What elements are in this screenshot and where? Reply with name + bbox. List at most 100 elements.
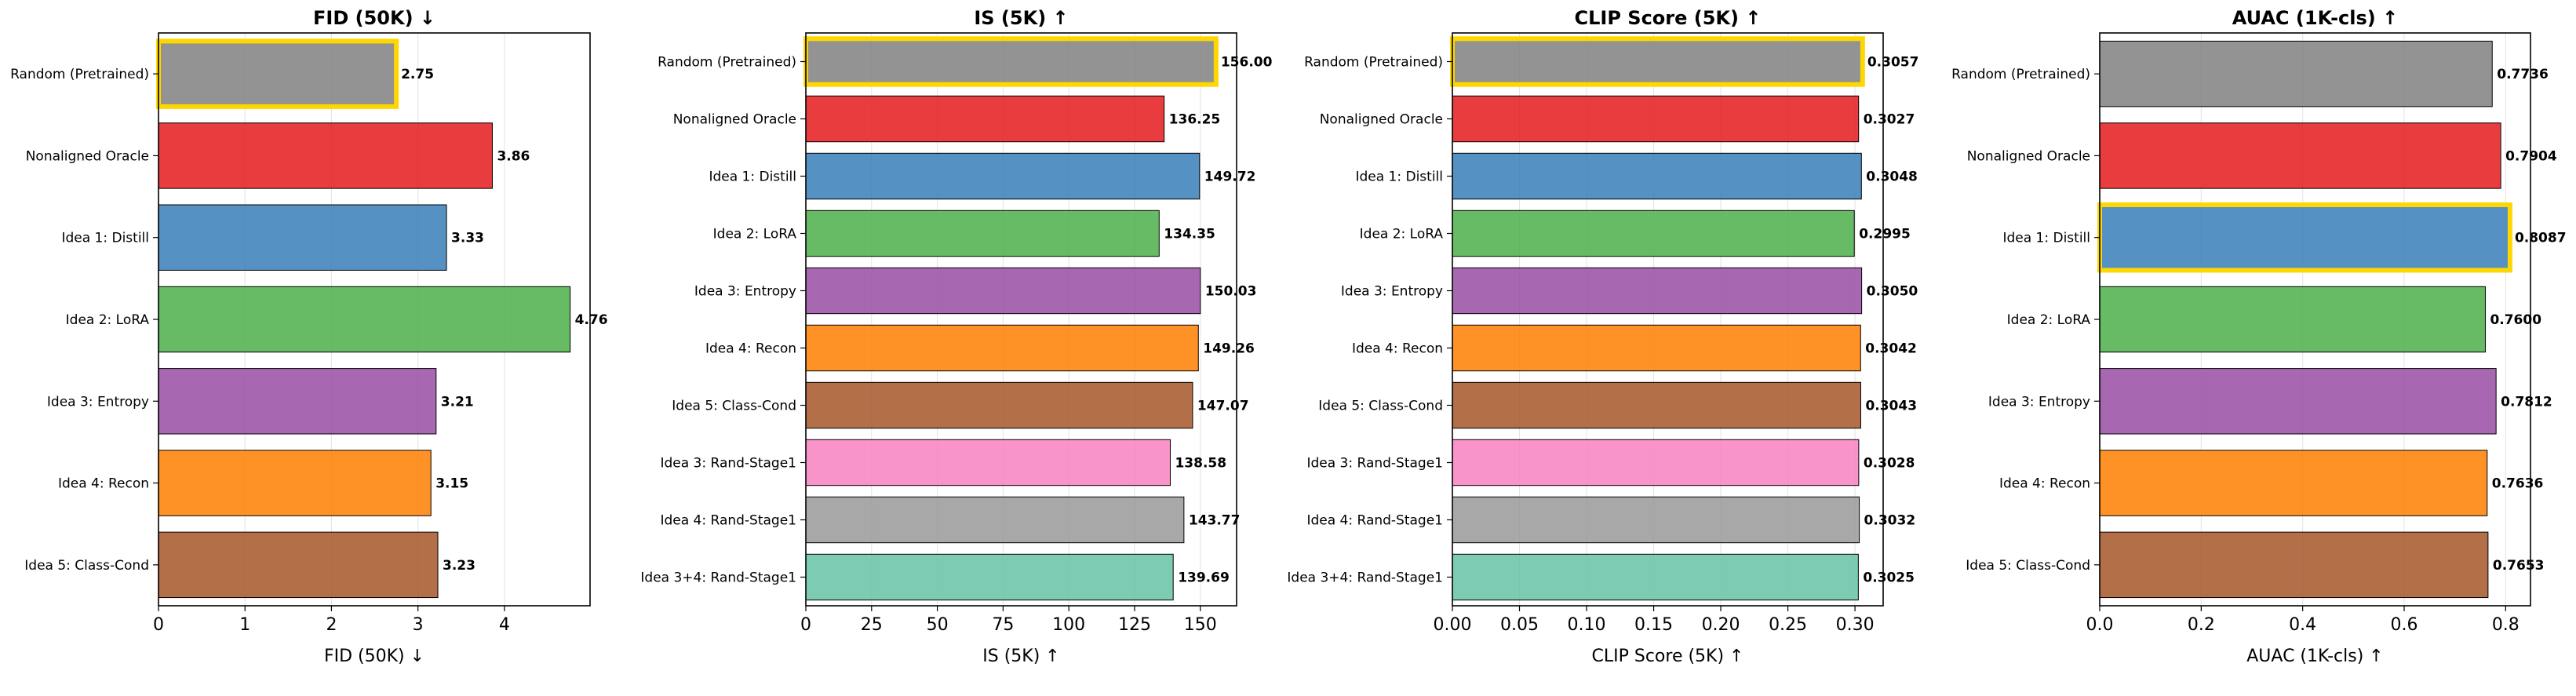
panel2-value-label-8: 143.77 — [1189, 513, 1241, 529]
panel3-xtick-label-5: 0.25 — [1769, 615, 1807, 635]
panel2-value-label-3: 134.35 — [1164, 227, 1215, 242]
panel2-bar-8 — [805, 496, 1185, 544]
panel2-xtick-label-5: 125 — [1118, 615, 1151, 635]
panel3-value-label-8: 0.3032 — [1864, 513, 1916, 529]
panel1-value-label-1: 3.86 — [497, 148, 530, 164]
panel3-bar-4 — [1452, 267, 1863, 315]
panel2-frame — [805, 32, 1237, 607]
panel3-value-label-9: 0.3025 — [1863, 570, 1915, 586]
panel3-xtick-label-4: 0.20 — [1702, 615, 1740, 635]
panel3-bar-2 — [1452, 152, 1862, 200]
panel3-frame — [1452, 32, 1884, 607]
panel1-xtick-label-3: 3 — [413, 615, 424, 635]
panel2-bar-9 — [805, 553, 1174, 601]
panel4-frame — [2099, 32, 2531, 607]
panel2-group: 156.00 Random (Pretrained) 136.25 Nonaligne… — [640, 7, 1272, 666]
panel2-xtick-label-1: 25 — [861, 615, 883, 635]
panel3-bar-6 — [1452, 381, 1861, 429]
panel4-category-label-4: Idea 3: Entropy — [1988, 394, 2090, 410]
panel4-bar-3 — [2099, 286, 2486, 353]
panel1-category-label-1: Nonaligned Oracle — [26, 148, 149, 164]
panel4-bar-1 — [2099, 122, 2501, 189]
panel4-category-label-3: Idea 2: LoRA — [2007, 312, 2091, 328]
panel3-value-label-7: 0.3028 — [1864, 456, 1915, 472]
panel3-bar-9 — [1452, 553, 1859, 601]
panel2-value-label-1: 136.25 — [1169, 112, 1221, 128]
panel3-bar-7 — [1452, 439, 1860, 486]
panel2-value-label-5: 149.26 — [1203, 341, 1255, 357]
panel2-category-label-9: Idea 3+4: Rand-Stage1 — [640, 570, 796, 586]
panel1-value-label-3: 4.76 — [575, 312, 608, 328]
panel3-category-label-9: Idea 3+4: Rand-Stage1 — [1287, 570, 1443, 586]
panel3-xtick-label-3: 0.15 — [1634, 615, 1673, 635]
panel3-value-label-3: 0.2995 — [1859, 227, 1911, 242]
panel2-xtick-label-3: 75 — [992, 615, 1014, 635]
panel1-category-label-3: Idea 2: LoRA — [66, 312, 150, 328]
panel2-xtick-label-6: 150 — [1184, 615, 1217, 635]
panel2-value-label-9: 139.69 — [1178, 570, 1230, 586]
panel2-category-label-7: Idea 3: Rand-Stage1 — [660, 456, 796, 472]
panel3-category-label-7: Idea 3: Rand-Stage1 — [1306, 456, 1443, 472]
panel2-category-label-0: Random (Pretrained) — [658, 55, 796, 71]
panel4-category-label-6: Idea 5: Class-Cond — [1966, 558, 2090, 574]
panel1-frame — [158, 32, 591, 607]
panel1-category-label-0: Random (Pretrained) — [10, 67, 149, 82]
panel1-bar-0 — [156, 38, 399, 109]
panel1-xlabel: FID (50K) ↓ — [324, 647, 424, 666]
panel1-category-label-4: Idea 3: Entropy — [47, 394, 149, 410]
panel4-category-label-0: Random (Pretrained) — [1951, 67, 2090, 82]
panel3-xtick-label-1: 0.05 — [1500, 615, 1539, 635]
panel4-group: 0.7736 Random (Pretrained) 0.7904 Nonaligne… — [1951, 7, 2566, 666]
panel1-xtick-label-1: 1 — [239, 615, 250, 635]
panel4-value-label-5: 0.7636 — [2492, 476, 2544, 492]
panel4-value-label-3: 0.7600 — [2490, 312, 2541, 328]
panel4-bar-6 — [2099, 531, 2489, 599]
panel3-title: CLIP Score (5K) ↑ — [1575, 7, 1762, 29]
panel1-bar-6 — [158, 531, 439, 599]
panel2-xtick-label-0: 0 — [800, 615, 811, 635]
panel2-value-label-6: 147.07 — [1197, 399, 1249, 414]
panel1-bar-2 — [158, 204, 447, 271]
panel3-category-label-0: Random (Pretrained) — [1304, 55, 1443, 71]
panel2-value-label-0: 156.00 — [1221, 55, 1273, 71]
panel3-bar-1 — [1452, 95, 1860, 143]
panel4-xlabel: AUAC (1K-cls) ↑ — [2246, 647, 2384, 666]
panel2-title: IS (5K) ↑ — [974, 7, 1068, 29]
panel2-category-label-6: Idea 5: Class-Cond — [672, 399, 796, 414]
panel3-value-label-0: 0.3057 — [1867, 55, 1919, 71]
panel2-category-label-5: Idea 4: Recon — [705, 341, 796, 357]
panel2-value-label-2: 149.72 — [1204, 169, 1256, 185]
panel2-bar-6 — [805, 381, 1193, 429]
panel2-bar-4 — [805, 267, 1201, 315]
panel2-xtick-label-4: 100 — [1052, 615, 1085, 635]
panel4-bar-4 — [2099, 368, 2497, 435]
panel2-category-label-3: Idea 2: LoRA — [713, 227, 797, 242]
panel1-bar-5 — [158, 450, 432, 516]
panel4-category-label-2: Idea 1: Distill — [2002, 231, 2090, 246]
panel4-category-label-1: Nonaligned Oracle — [1967, 148, 2090, 164]
panel3-group: 0.3057 Random (Pretrained) 0.3027 Nonaligne… — [1287, 7, 1918, 666]
panel3-xtick-label-0: 0.00 — [1434, 615, 1472, 635]
panel3-value-label-6: 0.3043 — [1865, 399, 1917, 414]
panel3-value-label-4: 0.3050 — [1867, 284, 1918, 300]
panel4-xtick-label-0: 0.0 — [2086, 615, 2114, 635]
panel2-bar-5 — [805, 324, 1199, 372]
panel1-category-label-6: Idea 5: Class-Cond — [24, 558, 149, 574]
panel1-bar-1 — [158, 122, 493, 189]
panel2-bar-0 — [803, 36, 1219, 87]
panel3-value-label-2: 0.3048 — [1866, 169, 1918, 185]
panel3-value-label-5: 0.3042 — [1865, 341, 1917, 357]
panel3-xtick-label-2: 0.10 — [1568, 615, 1606, 635]
panel2-category-label-8: Idea 4: Rand-Stage1 — [660, 513, 796, 529]
panel2-bar-2 — [805, 152, 1201, 200]
panel4-bar-2 — [2097, 202, 2512, 273]
panel3-xtick-label-6: 0.30 — [1836, 615, 1875, 635]
panel1-xtick-label-4: 4 — [499, 615, 510, 635]
panel4-title: AUAC (1K-cls) ↑ — [2232, 7, 2398, 29]
panel3-value-label-1: 0.3027 — [1864, 112, 1915, 128]
panel1-value-label-6: 3.23 — [443, 558, 475, 574]
panel2-bar-7 — [805, 439, 1171, 486]
panel3-bar-5 — [1452, 324, 1861, 372]
panel3-bar-3 — [1452, 210, 1855, 257]
